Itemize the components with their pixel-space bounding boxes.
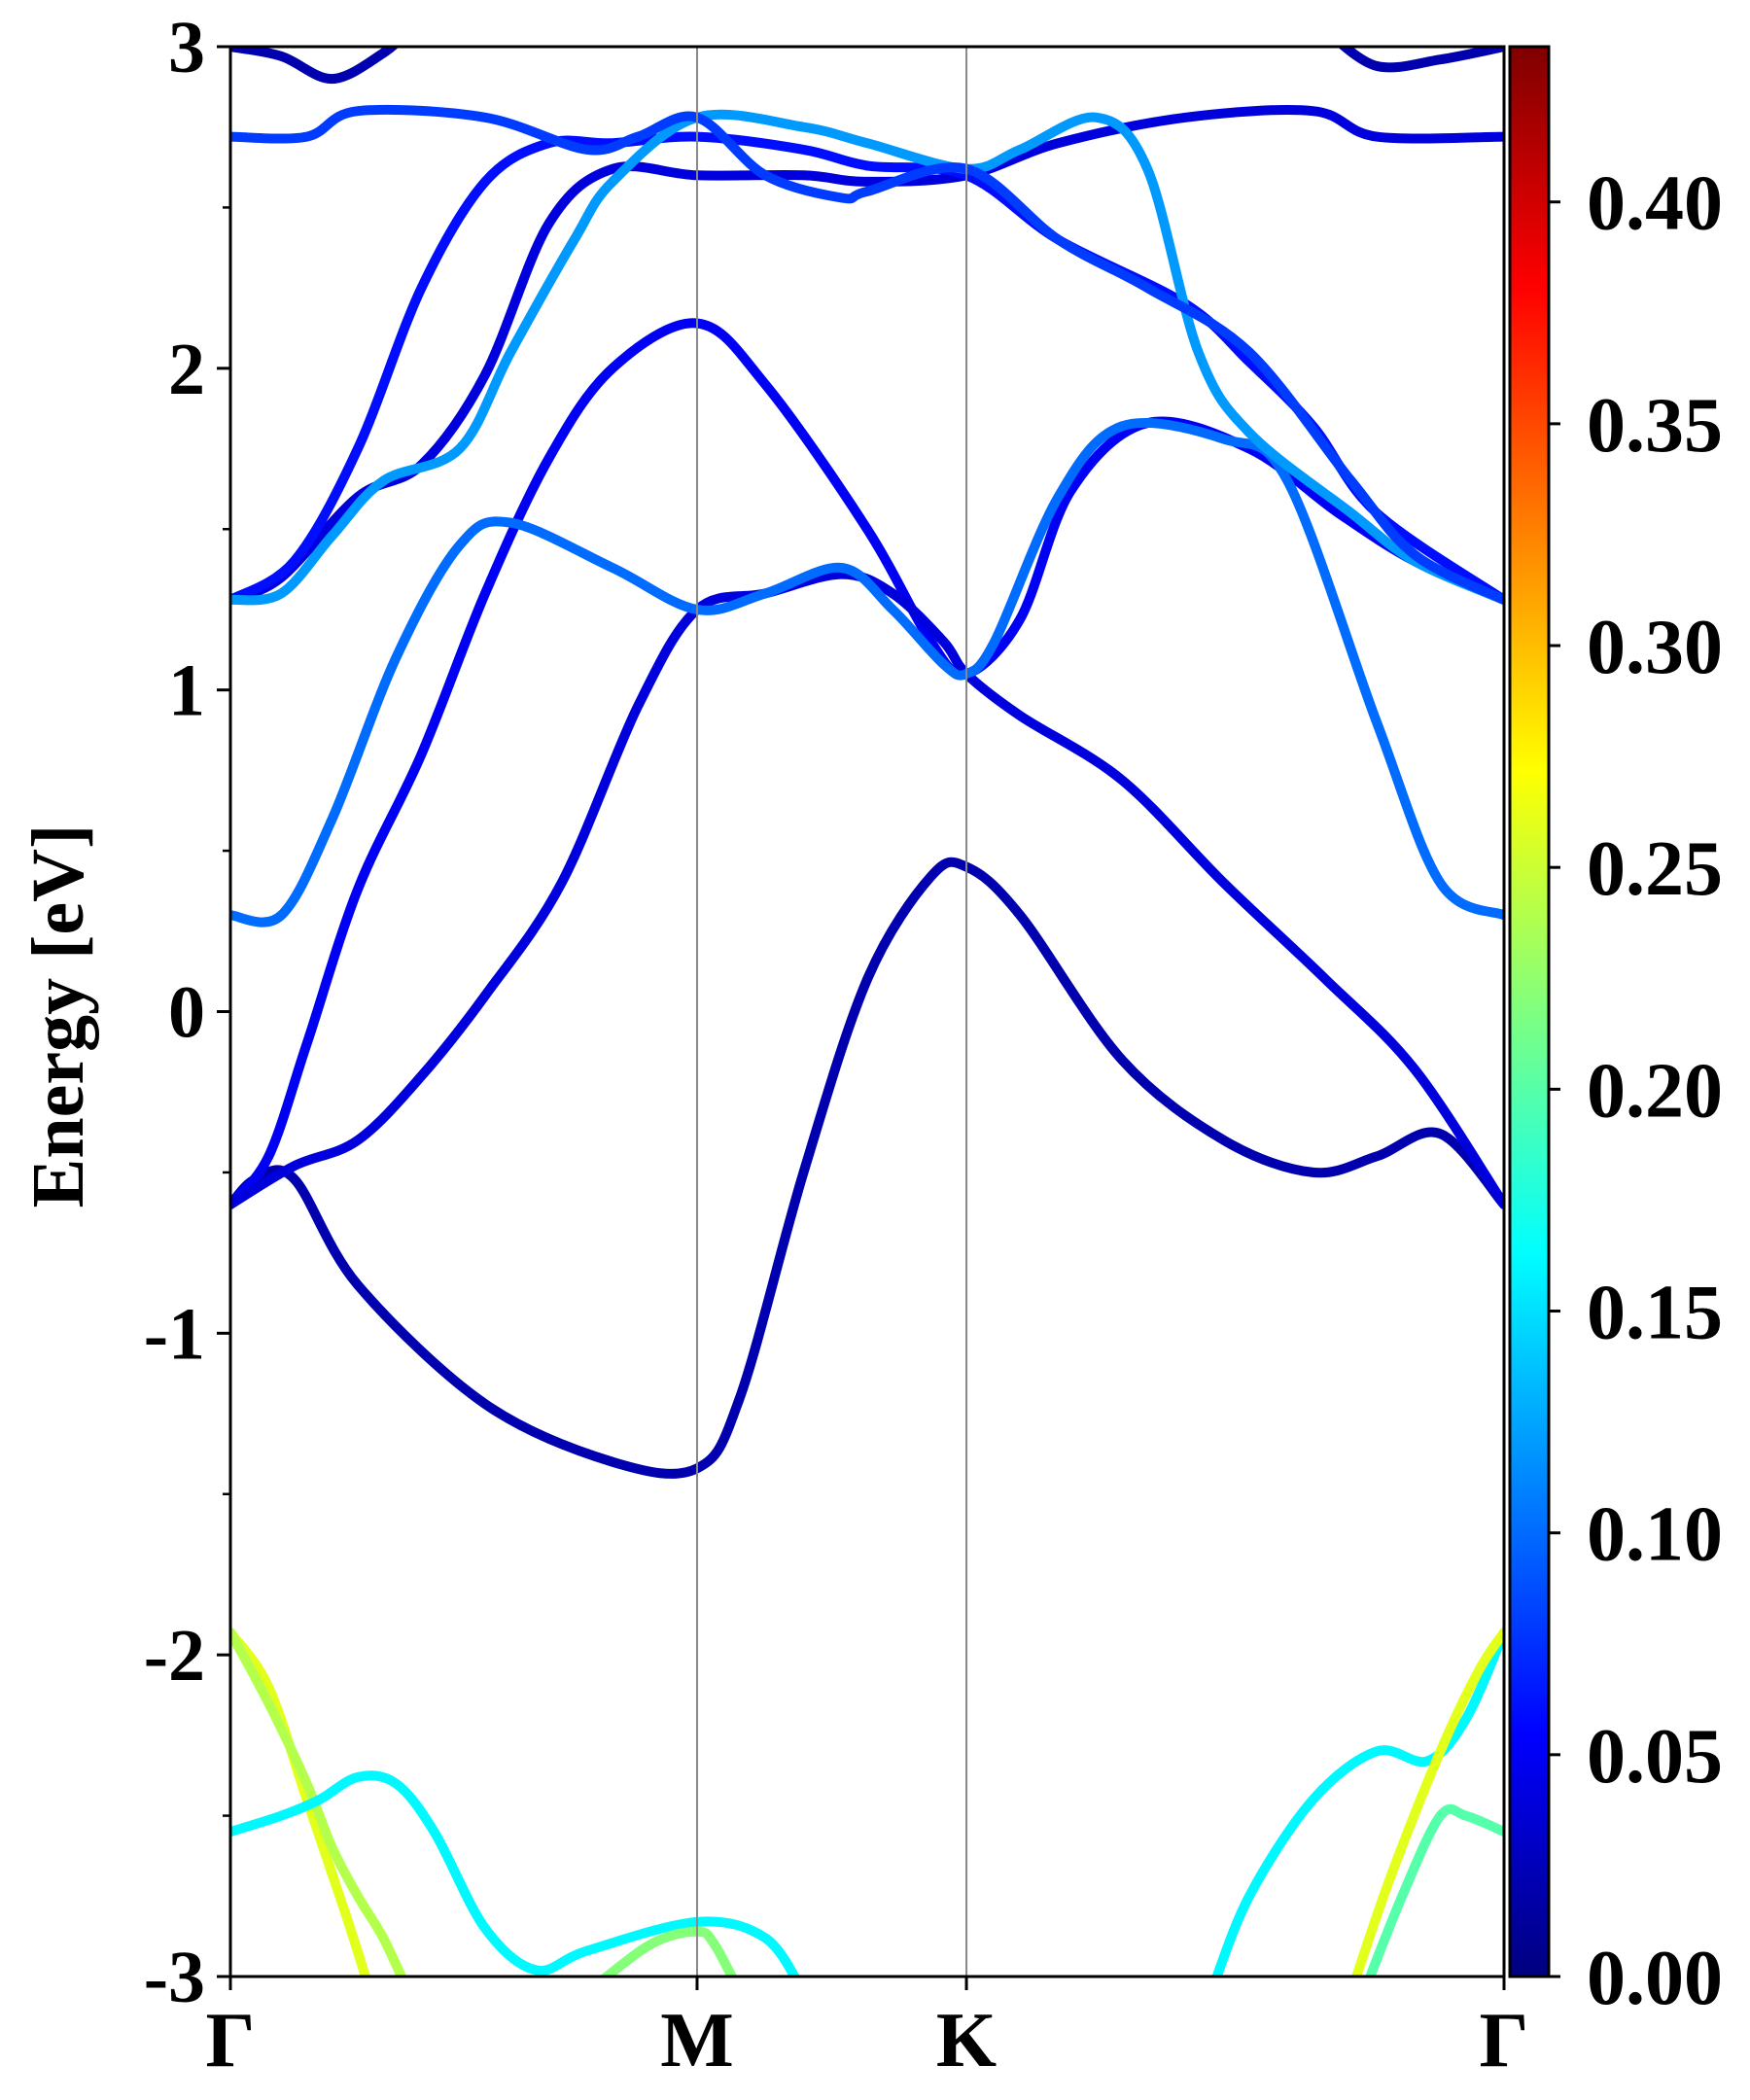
colorbar-tick-label: 0.35 [1587,383,1723,469]
colorbar-tick-label: 0.25 [1587,826,1723,912]
y-tick-label: 0 [168,972,205,1054]
band-line [230,104,1504,605]
band-line [230,1770,800,1977]
y-tick-label: 3 [168,7,205,88]
colorbar-tick-label: 0.20 [1587,1048,1723,1134]
band-line [1364,1803,1504,1977]
y-tick-label: -1 [144,1293,205,1375]
x-tick-label: Γ [1480,1998,1529,2083]
colorbar-ticks: 0.00 0.05 0.10 0.15 0.20 0.25 0.30 0.35 0.40 [1549,161,1723,2021]
x-tick-label: M [660,1998,734,2083]
band-line [1211,1628,1504,1977]
colorbar-tick-label: 0.05 [1587,1714,1723,1800]
y-tick-label: -2 [144,1615,205,1697]
band-line [230,569,1504,1209]
y-tick-label: -3 [144,1937,205,2018]
band-line [1350,1628,1504,1977]
colorbar-tick-label: 0.10 [1587,1492,1723,1578]
plot-frame [228,45,1506,1978]
band-line [230,1628,371,1977]
x-tick-label: K [936,1998,997,2083]
band-line [230,1628,407,1977]
band-lines [230,47,1504,1977]
band-line [230,47,400,85]
colorbar [1508,45,1551,1978]
y-axis-label: Energy [eV] [18,824,99,1208]
colorbar-tick-label: 0.40 [1587,161,1723,247]
colorbar-tick-label: 0.30 [1587,605,1723,690]
high-symmetry-lines [695,47,968,1977]
colorbar-tick-label: 0.15 [1587,1271,1723,1356]
band-line [230,857,1504,1479]
band-line [1337,47,1504,73]
y-tick-label: 1 [168,650,205,732]
y-tick-label: 2 [168,329,205,410]
x-tick-label: Γ [206,1998,256,2083]
y-axis: -3 -2 -1 0 1 2 3 [144,7,230,2018]
band-line [230,109,1504,606]
band-line [230,418,1504,928]
colorbar-tick-label: 0.00 [1587,1936,1723,2021]
